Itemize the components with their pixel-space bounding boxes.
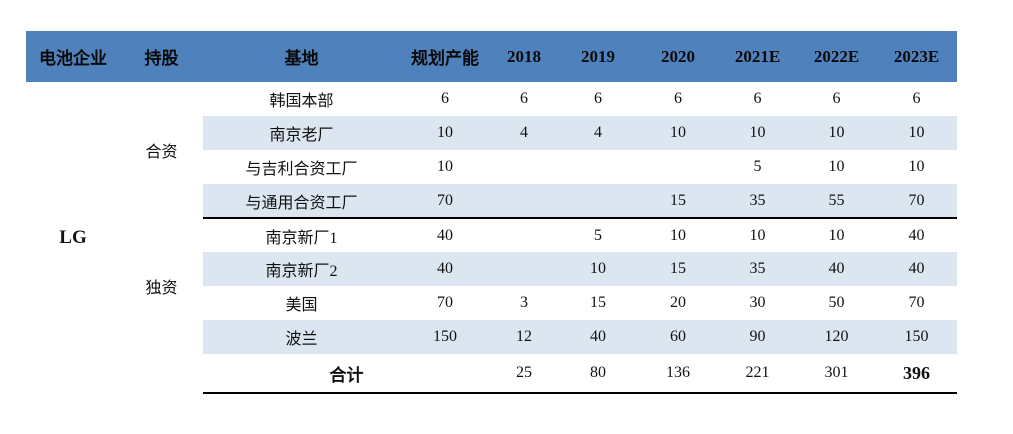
value-cell: 10 [908, 158, 925, 175]
value-cell: 70 [876, 184, 957, 219]
value-cell [490, 150, 558, 184]
value-cell: 35 [718, 184, 797, 219]
base-cell: 南京老厂 [203, 116, 400, 150]
value-cell: 15 [638, 184, 718, 219]
table-row: 波兰 150 12 40 60 90 120 150 [26, 320, 957, 354]
column-header-holding: 持股 [120, 31, 203, 82]
column-header-2022e: 2022E [797, 31, 876, 82]
value-cell: 40 [437, 226, 453, 244]
column-header-2023e: 2023E [876, 31, 957, 82]
total-value-cell: 25 [490, 354, 558, 394]
total-value-cell: 136 [638, 354, 718, 394]
value-cell: 10 [828, 226, 845, 244]
value-cell: 6 [832, 90, 841, 107]
value-cell: 10 [797, 116, 876, 150]
value-cell: 6 [674, 90, 682, 107]
base-cell: 韩国本部 [269, 93, 334, 110]
table-row: 南京新厂2 40 10 15 35 40 40 [26, 252, 957, 286]
value-cell: 40 [876, 252, 957, 286]
value-cell: 6 [520, 90, 528, 107]
total-row: 合计 25 80 136 221 301 396 [26, 354, 957, 394]
table-row: 南京老厂 10 4 4 10 10 10 10 [26, 116, 957, 150]
value-cell: 4 [558, 116, 638, 150]
value-cell: 5 [753, 158, 762, 175]
table-row: 美国 70 3 15 20 30 50 70 [26, 286, 957, 320]
column-header-company: 电池企业 [26, 31, 120, 82]
table-row: 与吉利合资工厂 10 5 10 10 [26, 150, 957, 184]
value-cell: 5 [594, 226, 602, 244]
value-cell: 10 [718, 116, 797, 150]
capacity-table: 电池企业 持股 基地 规划产能 2018 2019 2020 2021E 202… [26, 31, 957, 394]
company-cell: LG [26, 82, 120, 393]
value-cell: 90 [718, 320, 797, 354]
value-cell: 70 [908, 294, 925, 311]
value-cell: 10 [437, 158, 453, 175]
value-cell: 10 [749, 226, 766, 244]
value-cell: 6 [912, 90, 921, 107]
value-cell: 10 [638, 116, 718, 150]
value-cell: 6 [753, 90, 762, 107]
holding-group-wholly-owned: 独资 [120, 218, 203, 354]
value-cell: 40 [797, 252, 876, 286]
table-row: 与通用合资工厂 70 15 35 55 70 [26, 184, 957, 219]
value-cell: 6 [441, 90, 449, 107]
value-cell [490, 184, 558, 219]
total-label-cell: 合计 [203, 354, 490, 394]
column-header-base: 基地 [203, 31, 400, 82]
table-row: LG 合资 韩国本部 6 6 6 6 6 6 6 [26, 82, 957, 393]
value-cell: 3 [520, 294, 528, 311]
value-cell: 150 [876, 320, 957, 354]
value-cell: 10 [828, 158, 845, 175]
column-header-planned-capacity: 规划产能 [400, 31, 490, 82]
header-row: 电池企业 持股 基地 规划产能 2018 2019 2020 2021E 202… [26, 31, 957, 82]
total-value-cell: 80 [558, 354, 638, 394]
value-cell: 20 [670, 294, 686, 311]
value-cell [558, 150, 638, 184]
value-cell: 15 [638, 252, 718, 286]
base-cell: 与通用合资工厂 [203, 184, 400, 219]
base-cell: 美国 [285, 297, 318, 314]
base-cell: 与吉利合资工厂 [245, 161, 358, 178]
value-cell: 6 [594, 90, 602, 107]
value-cell [490, 218, 558, 252]
holding-group-joint-venture: 合资 [120, 82, 203, 218]
value-cell: 40 [908, 226, 925, 244]
column-header-2020: 2020 [638, 31, 718, 82]
value-cell: 40 [400, 252, 490, 286]
value-cell: 60 [638, 320, 718, 354]
value-cell [490, 252, 558, 286]
total-value-cell: 221 [718, 354, 797, 394]
value-cell: 150 [400, 320, 490, 354]
value-cell: 55 [797, 184, 876, 219]
total-value-cell: 301 [797, 354, 876, 394]
value-cell: 15 [590, 294, 606, 311]
value-cell: 30 [749, 294, 766, 311]
value-cell [558, 184, 638, 219]
value-cell: 40 [558, 320, 638, 354]
value-cell: 70 [400, 184, 490, 219]
base-cell: 南京新厂2 [203, 252, 400, 286]
value-cell: 10 [876, 116, 957, 150]
value-cell: 10 [558, 252, 638, 286]
value-cell: 10 [400, 116, 490, 150]
column-header-2018: 2018 [490, 31, 558, 82]
value-cell: 120 [797, 320, 876, 354]
value-cell [638, 150, 718, 184]
value-cell: 12 [490, 320, 558, 354]
value-cell: 50 [828, 294, 845, 311]
column-header-2021e: 2021E [718, 31, 797, 82]
value-cell: 35 [718, 252, 797, 286]
value-cell: 70 [437, 294, 453, 311]
base-cell: 南京新厂1 [265, 229, 338, 247]
value-cell: 10 [670, 226, 686, 244]
table-row: 独资 南京新厂1 40 5 10 10 10 40 [26, 218, 957, 354]
value-cell: 4 [490, 116, 558, 150]
total-value-cell-grand: 396 [876, 354, 957, 394]
column-header-2019: 2019 [558, 31, 638, 82]
base-cell: 波兰 [203, 320, 400, 354]
empty-holding-cell [120, 354, 203, 393]
